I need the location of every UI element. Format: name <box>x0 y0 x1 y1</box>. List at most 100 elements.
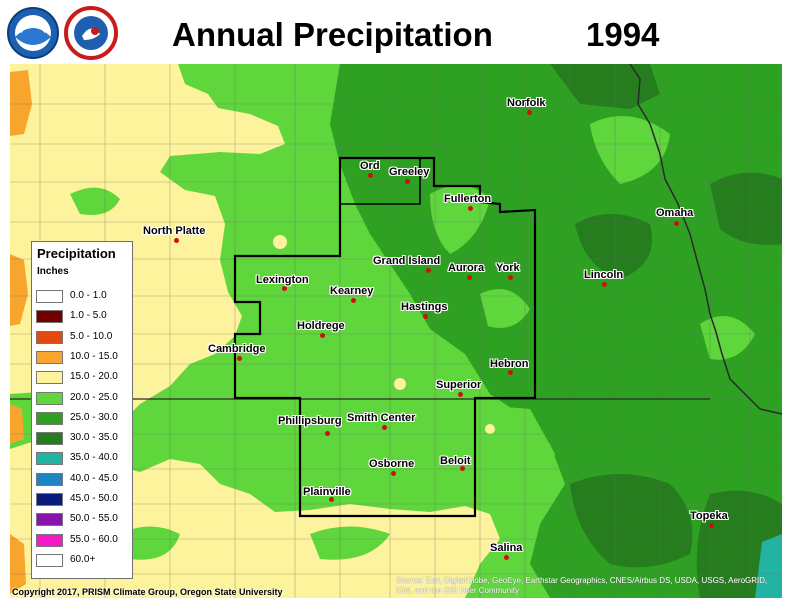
city-label: Superior <box>436 379 482 391</box>
legend-item: 15.0 - 20.0 <box>36 369 132 387</box>
zone-15-20-spot <box>273 235 287 249</box>
legend-item: 60.0+ <box>36 552 132 570</box>
legend-label: 20.0 - 25.0 <box>70 391 118 403</box>
legend-title: Precipitation <box>37 246 116 261</box>
zone-20-25-patch <box>310 526 390 560</box>
legend-swatch <box>36 391 63 405</box>
city-dot <box>674 221 679 226</box>
header: Annual Precipitation 1994 <box>0 0 792 64</box>
forecast-area-divider <box>339 158 421 205</box>
city-label: Norfolk <box>507 97 546 109</box>
city-dot <box>460 466 465 471</box>
legend-item: 5.0 - 10.0 <box>36 329 132 347</box>
city-label: Phillipsburg <box>278 415 342 427</box>
city-dot <box>329 497 334 502</box>
city-dot <box>423 314 428 319</box>
zone-10-15 <box>10 534 26 594</box>
zone-30-35 <box>570 474 693 568</box>
zone-20-25-patch <box>590 116 670 184</box>
city-label: Grand Island <box>373 255 441 267</box>
city-label: Cambridge <box>208 343 266 355</box>
legend-label: 10.0 - 15.0 <box>70 350 118 362</box>
city-dot <box>282 286 287 291</box>
legend-item: 10.0 - 15.0 <box>36 349 132 367</box>
city-label: Topeka <box>690 510 728 522</box>
source-attribution: Source: Esri, DigitalGlobe, GeoEye, Eart… <box>396 576 768 595</box>
city-dot <box>468 206 473 211</box>
city-label: Beloit <box>440 455 471 467</box>
legend-swatch <box>36 371 63 385</box>
legend-item: 20.0 - 25.0 <box>36 390 132 408</box>
legend-swatch <box>36 330 63 344</box>
zone-20-25-patch <box>430 185 490 254</box>
legend-swatch <box>36 290 63 303</box>
city-label: Fullerton <box>444 193 492 205</box>
city-label: Hastings <box>401 301 448 313</box>
city-dot <box>602 282 607 287</box>
city-label: Plainville <box>303 486 351 498</box>
legend-item: 50.0 - 55.0 <box>36 511 132 529</box>
legend-swatch <box>36 310 63 324</box>
city-label: Aurora <box>448 262 485 274</box>
city-label: Holdrege <box>297 320 345 332</box>
legend-swatch <box>36 411 63 425</box>
zone-20-25-patch <box>70 187 120 215</box>
zone-15-20-spot <box>394 378 406 390</box>
city-dot <box>426 268 431 273</box>
missouri-river <box>629 64 782 415</box>
city-dot <box>351 298 356 303</box>
legend-label: 55.0 - 60.0 <box>70 533 118 545</box>
legend-label: 30.0 - 35.0 <box>70 432 118 444</box>
zone-30-35 <box>710 172 782 245</box>
zone-30-35 <box>550 64 660 109</box>
city-dot <box>325 431 330 436</box>
legend-label: 35.0 - 40.0 <box>70 452 118 464</box>
city-label: Lexington <box>256 274 309 286</box>
legend-swatch <box>36 432 63 446</box>
city-dot <box>709 523 714 528</box>
legend-label: 25.0 - 30.0 <box>70 411 118 423</box>
legend-item: 30.0 - 35.0 <box>36 430 132 448</box>
city-dot <box>237 356 242 361</box>
legend-label: 40.0 - 45.0 <box>70 472 118 484</box>
city-label: Smith Center <box>347 412 416 424</box>
city-dot <box>504 555 509 560</box>
legend-swatch <box>36 533 63 547</box>
city-label: Ord <box>360 160 380 172</box>
legend-item: 0.0 - 1.0 <box>36 288 132 306</box>
legend-item: 1.0 - 5.0 <box>36 308 132 326</box>
zone-30-35 <box>575 214 652 279</box>
forecast-area-outline <box>233 156 537 518</box>
legend-item: 45.0 - 50.0 <box>36 491 132 509</box>
legend-item: 25.0 - 30.0 <box>36 410 132 428</box>
zone-10-15 <box>10 70 32 136</box>
legend-label: 45.0 - 50.0 <box>70 493 118 504</box>
city-label: Salina <box>490 542 523 554</box>
city-label: Omaha <box>656 207 694 219</box>
city-label: Lincoln <box>584 269 624 281</box>
legend-swatch <box>36 553 63 567</box>
map-year: 1994 <box>586 16 660 53</box>
city-dot <box>174 238 179 243</box>
legend-item: 55.0 - 60.0 <box>36 532 132 550</box>
city-dot <box>508 275 513 280</box>
zone-35-40 <box>755 534 782 598</box>
city-dot <box>467 275 472 280</box>
city-label: Kearney <box>330 285 374 297</box>
legend-item: 35.0 - 40.0 <box>36 450 132 468</box>
city-dot <box>508 370 513 375</box>
legend-label: 60.0+ <box>70 553 96 565</box>
city-dot <box>391 471 396 476</box>
city-dot <box>382 425 387 430</box>
legend-label: 1.0 - 5.0 <box>70 310 107 322</box>
city-label: Osborne <box>369 458 415 470</box>
city-label: Greeley <box>389 166 430 178</box>
city-dot <box>405 179 410 184</box>
map-title: Annual Precipitation <box>172 16 493 53</box>
legend-label: 15.0 - 20.0 <box>70 371 118 383</box>
city-dot <box>368 173 373 178</box>
zone-20-25-patch <box>120 526 180 560</box>
copyright-text: Copyright 2017, PRISM Climate Group, Ore… <box>12 587 283 597</box>
legend-swatch <box>36 452 63 466</box>
city-label: North Platte <box>143 225 206 237</box>
